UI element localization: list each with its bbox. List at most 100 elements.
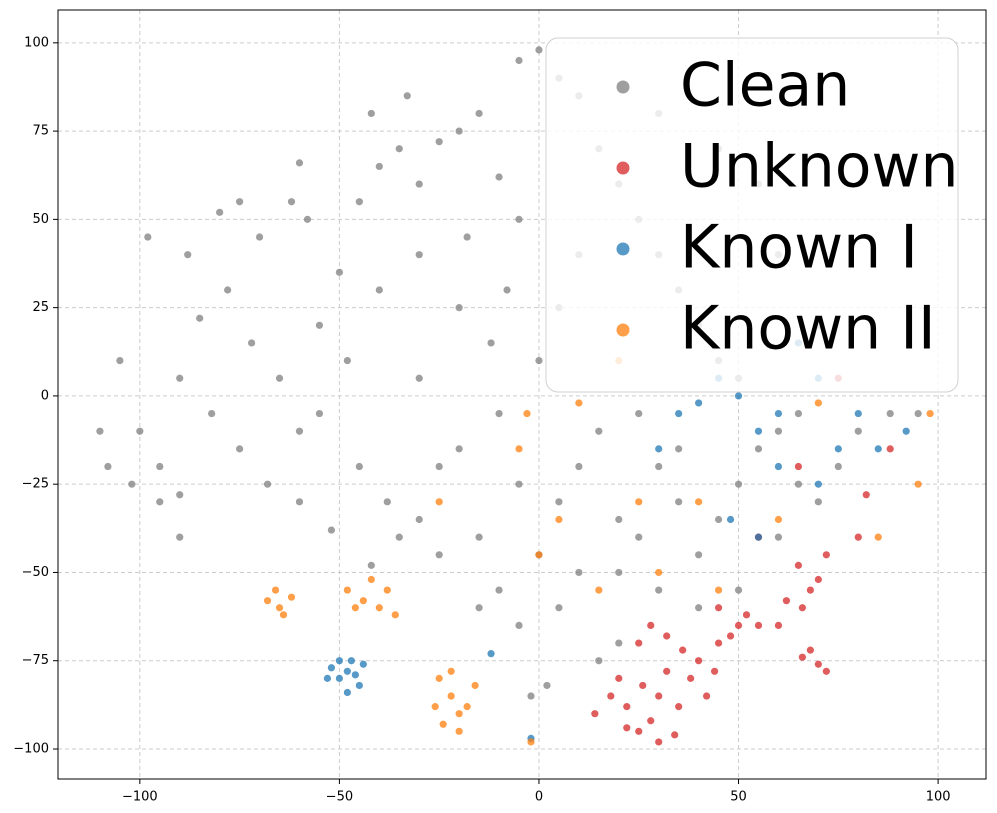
point [475,604,483,612]
point [742,611,751,619]
point [104,462,112,471]
y-tick-label: 100 [24,35,49,50]
point [455,727,463,735]
point [455,127,463,135]
x-tick-label: 50 [730,790,747,805]
x-tick-label: −50 [326,790,353,805]
point [834,445,842,453]
point [503,286,511,294]
legend-marker [616,161,630,175]
point [359,597,367,605]
point [287,593,296,601]
point [714,586,723,594]
point [116,357,124,365]
point [435,138,443,146]
point [303,215,312,223]
point [794,561,803,569]
point [156,462,164,471]
point [351,671,359,679]
point [695,551,703,559]
point [247,339,256,347]
point [687,674,695,682]
point [435,498,443,506]
point [415,251,423,259]
point [403,92,411,100]
point [655,462,663,471]
point [327,664,336,672]
point [487,650,495,658]
legend-frame [545,37,959,393]
x-tick-label: 100 [926,790,951,805]
point [263,597,272,605]
point [535,357,543,365]
point [695,604,703,612]
point [455,445,463,453]
point [754,533,763,541]
point [543,681,551,690]
point [914,409,922,418]
point [782,597,791,605]
point [794,480,803,488]
point [655,586,663,594]
point [695,498,703,506]
point [874,533,882,541]
point [675,498,683,506]
point [515,445,523,453]
point [515,215,523,223]
point [635,727,643,735]
point [435,462,443,471]
legend-marker [616,80,630,94]
point [463,703,471,711]
point [176,491,184,499]
legend-marker [616,323,630,337]
x-tick-label: −100 [122,790,158,805]
point [224,286,232,294]
point [431,703,439,711]
point [822,551,830,559]
point [287,198,296,206]
point [495,173,503,181]
point [495,409,503,418]
point [671,731,679,739]
point [208,409,216,418]
point [774,621,783,630]
point [635,639,643,647]
point [255,233,264,241]
point [615,674,623,682]
point [914,480,922,488]
point [475,533,483,541]
series-points [591,374,894,746]
point [814,399,822,407]
point [355,462,363,471]
point [515,56,523,65]
point [615,568,623,577]
point [635,498,643,506]
point [323,674,332,682]
point [675,409,683,418]
point [335,657,343,665]
point [754,445,763,453]
point [196,314,204,322]
point [886,445,894,453]
point [535,551,543,559]
point [679,646,687,654]
point [734,480,743,488]
point [343,586,351,594]
point [383,498,391,506]
point [814,575,822,584]
point [655,568,663,577]
point [455,304,463,312]
point [635,409,643,418]
point [347,657,355,665]
point [471,681,479,690]
point [263,480,272,488]
point [176,533,184,541]
point [754,621,763,630]
point [926,409,934,418]
legend-marker [616,242,630,256]
point [335,674,343,682]
point [854,533,862,541]
point [623,724,631,732]
point [96,427,104,435]
point [475,109,483,118]
